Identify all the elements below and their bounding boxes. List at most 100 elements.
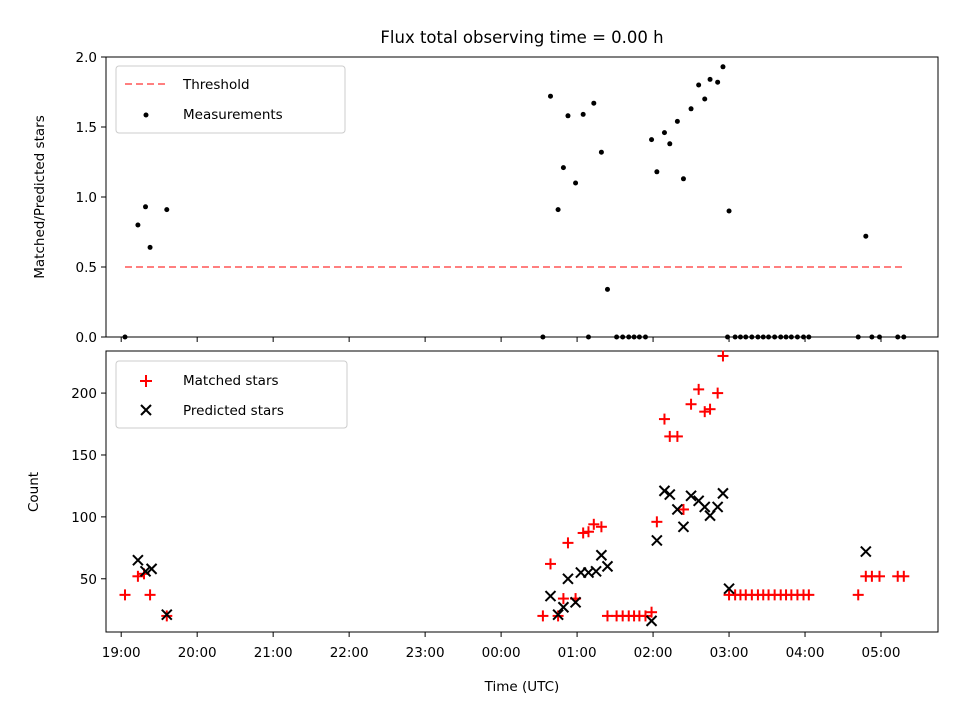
x-stroke-b [651,534,663,547]
x-stroke-b [139,565,152,578]
measurement-point [604,286,610,292]
x-stroke-b [132,554,144,566]
x-stroke-b [552,608,564,621]
measurement-point [580,111,586,117]
bottom-x-tick-label: 20:00 [178,645,217,661]
measurement-point [642,334,648,340]
legend-matched-label: Matched stars [183,373,279,389]
chart-title: Flux total observing time = 0.00 h [380,28,663,47]
top-y-tick-label: 0.5 [76,260,97,276]
matched-star-point [671,430,683,442]
measurement-point [654,169,660,175]
measurement-point [794,334,800,340]
measurement-point [732,334,738,340]
measurement-point [688,106,694,112]
top-y-tick-label: 2.0 [76,50,97,66]
legend-measurements-label: Measurements [183,107,283,123]
measurement-point [707,76,713,82]
bottom-x-tick-label: 21:00 [254,645,293,661]
matched-star-point [699,406,711,418]
measurement-point [726,208,732,214]
measurement-point [696,82,702,88]
measurement-point [737,334,743,340]
legend-predicted-swatch [140,404,152,416]
matched-star-point [803,589,815,601]
top-y-ticks: 0.0 0.5 1.0 1.5 2.0 [76,50,106,346]
x-stroke-b [664,488,676,501]
bottom-x-tick-label: 00:00 [482,645,521,661]
matched-stars-points [119,350,910,622]
predicted-star-point [544,590,557,602]
measurement-point [143,204,149,210]
x-stroke-b [569,596,582,608]
bottom-legend-box [115,360,348,429]
legend-measurements-swatch [143,112,149,118]
legend-matched-swatch [140,375,152,387]
bottom-panel: Count Time (UTC) 50 100 150 200 19:00 20:00 2… [26,350,939,695]
top-legend: Threshold Measurements [115,65,346,134]
measurement-point [573,180,579,186]
x-stroke-b [699,501,711,513]
matched-star-point [677,503,689,515]
matched-star-point [873,570,885,582]
predicted-star-point [645,615,658,627]
x-stroke-b [557,601,570,613]
x-stroke-b [544,590,557,602]
measurement-point [715,79,721,85]
predicted-star-point [723,582,735,595]
x-stroke-b [723,582,735,595]
matched-star-point [658,413,670,425]
matched-star-point [639,610,651,622]
measurement-point [772,334,778,340]
measurement-point [801,334,807,340]
matched-star-point [852,589,864,601]
measurement-point [164,207,170,213]
bottom-x-tick-label: 03:00 [710,645,749,661]
x-stroke-b [601,560,614,573]
x-stroke-b [671,503,684,516]
top-x-ticks [120,337,882,342]
measurement-point [147,244,153,250]
matched-star-point [144,589,156,601]
matched-star-point [651,516,663,528]
measurement-point [901,334,907,340]
top-y-tick-label: 0.0 [76,330,97,346]
x-stroke-b [685,490,697,502]
bottom-y-tick-label: 200 [71,386,97,402]
bottom-x-tick-label: 04:00 [786,645,825,661]
predicted-stars-points [132,485,872,627]
measurement-point [855,334,861,340]
predicted-star-point [685,490,697,502]
predicted-star-point [601,560,614,573]
measurement-point [702,96,708,102]
legend-threshold-label: Threshold [182,77,250,93]
predicted-star-point [711,501,724,513]
matched-star-point [898,570,910,582]
measurement-point [631,334,637,340]
matched-star-point [693,383,705,395]
legend-predicted-label: Predicted stars [183,403,284,419]
x-stroke-b [677,521,690,533]
measurement-point [540,334,546,340]
measurement-point [863,233,869,239]
x-stroke-b [562,573,574,585]
x-stroke-b [658,485,671,497]
x-stroke-b [717,487,729,500]
predicted-star-point [557,601,570,613]
bottom-x-ticks: 19:00 20:00 21:00 22:00 23:00 00:00 01:00 02:00… [102,632,901,661]
bottom-x-tick-label: 22:00 [330,645,369,661]
predicted-star-point [671,503,684,516]
matched-star-point [582,526,594,538]
measurement-point [636,334,642,340]
top-y-axis-label: Matched/Predicted stars [32,115,48,278]
bottom-x-tick-label: 05:00 [862,645,901,661]
x-stroke-b [590,565,602,578]
measurement-point [895,334,901,340]
measurement-point [674,118,680,124]
predicted-star-point [651,534,663,547]
predicted-star-point [699,501,711,513]
measurement-point [585,334,591,340]
x-stroke-b [595,549,608,561]
measurement-point [755,334,761,340]
